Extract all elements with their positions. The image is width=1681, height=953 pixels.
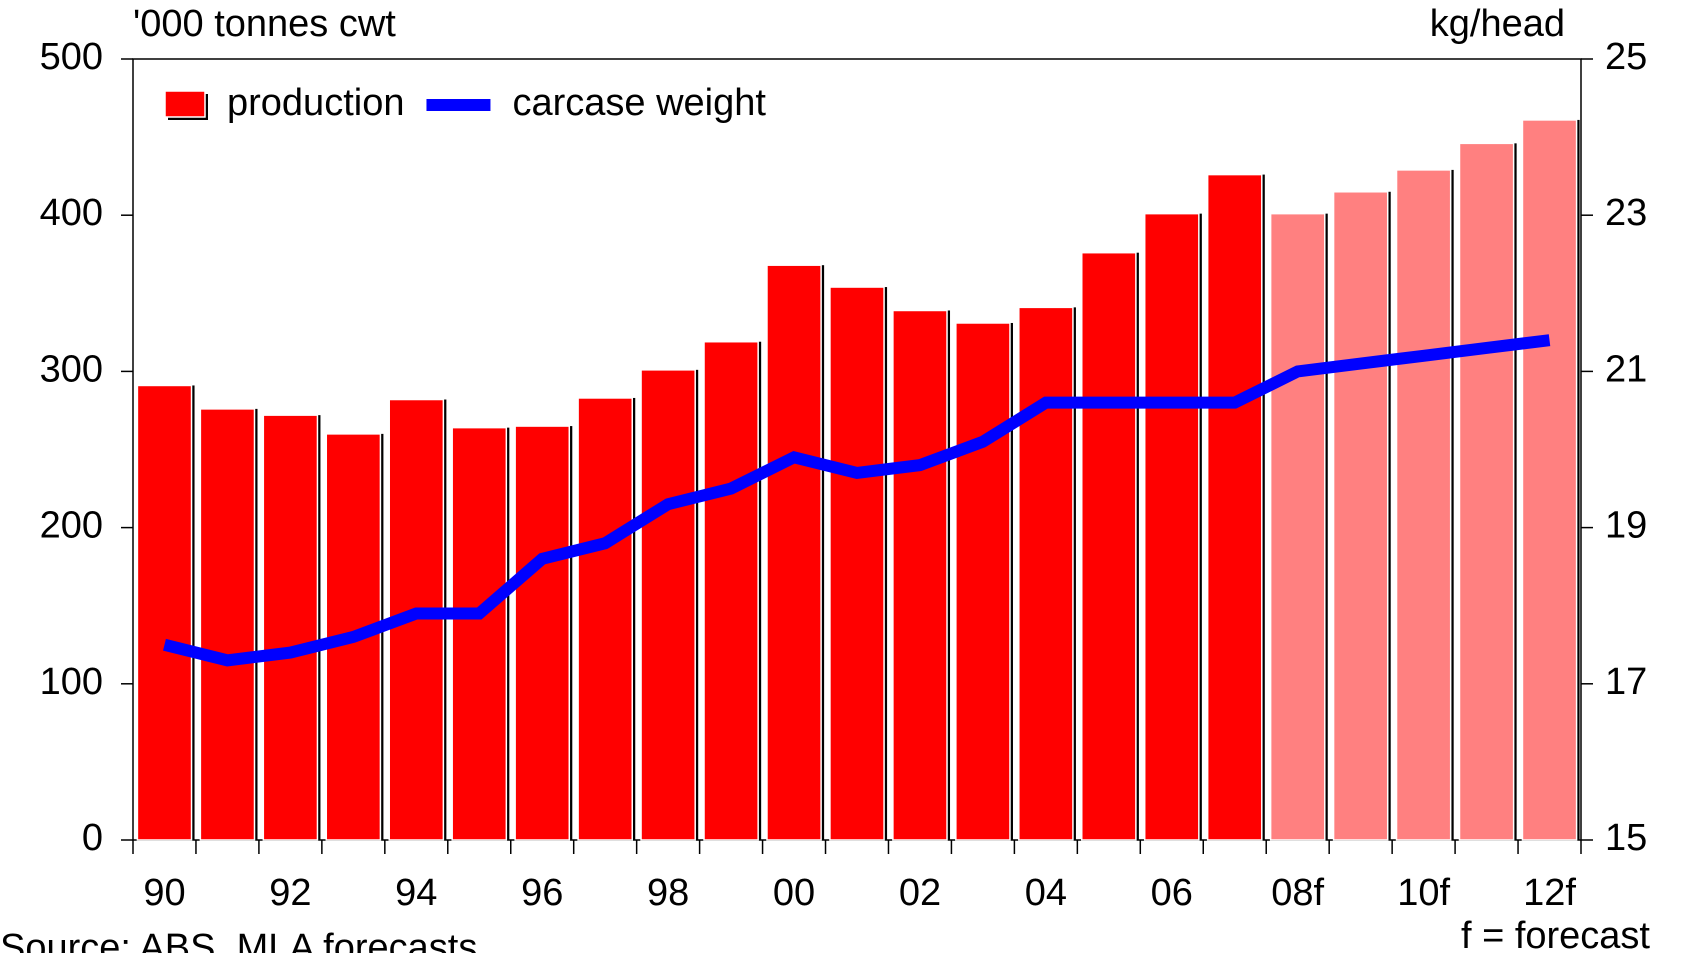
forecast-note: f = forecast (1461, 915, 1650, 953)
legend-label: production (227, 82, 404, 124)
bar (1206, 173, 1263, 841)
y-tick-label: 300 (40, 348, 103, 390)
y2-axis-label: kg/head (1430, 3, 1565, 45)
y-tick-label: 200 (40, 505, 103, 547)
y-tick-label: 100 (40, 661, 103, 703)
x-tick-label: 00 (773, 872, 815, 914)
bar (1458, 142, 1515, 841)
bar (1081, 251, 1137, 841)
bar (892, 309, 948, 841)
x-tick-label: 06 (1151, 872, 1193, 914)
source-note: Source: ABS, MLA forecasts (0, 927, 477, 953)
bar (1521, 119, 1578, 841)
x-tick-label: 04 (1025, 872, 1067, 914)
bar (136, 384, 193, 841)
y2-tick-label: 17 (1605, 661, 1647, 703)
bar (955, 322, 1011, 841)
y2-tick-label: 19 (1605, 505, 1647, 547)
bar (1269, 212, 1326, 841)
y2-tick-label: 21 (1605, 348, 1647, 390)
bar (262, 414, 319, 841)
y-tick-label: 0 (82, 817, 103, 859)
y2-tick-label: 23 (1605, 192, 1647, 234)
x-tick-label: 02 (899, 872, 941, 914)
x-tick-label: 94 (395, 872, 437, 914)
x-tick-label: 12f (1523, 872, 1576, 914)
bar (1332, 191, 1389, 841)
bar (199, 408, 256, 841)
x-tick-label: 98 (647, 872, 689, 914)
line (163, 334, 1551, 667)
bar (640, 369, 696, 841)
bar (451, 426, 508, 841)
bar (703, 340, 759, 841)
x-tick-label: 10f (1397, 872, 1450, 914)
y-tick-label: 500 (40, 36, 103, 78)
x-tick-label: 90 (143, 872, 185, 914)
y-tick-label: 400 (40, 192, 103, 234)
y2-tick-label: 25 (1605, 36, 1647, 78)
legend-label: carcase weight (512, 82, 766, 124)
bar (514, 425, 571, 841)
x-tick-label: 08f (1271, 872, 1324, 914)
y2-tick-label: 15 (1605, 817, 1647, 859)
bar (766, 264, 822, 841)
x-tick-label: 92 (269, 872, 311, 914)
bar (1018, 306, 1074, 841)
legend-swatch (164, 90, 206, 118)
bar (577, 397, 633, 841)
y-axis-label: '000 tonnes cwt (133, 3, 396, 45)
x-tick-label: 96 (521, 872, 563, 914)
bar (829, 286, 885, 841)
bar (1395, 169, 1452, 841)
bar (1143, 212, 1200, 841)
